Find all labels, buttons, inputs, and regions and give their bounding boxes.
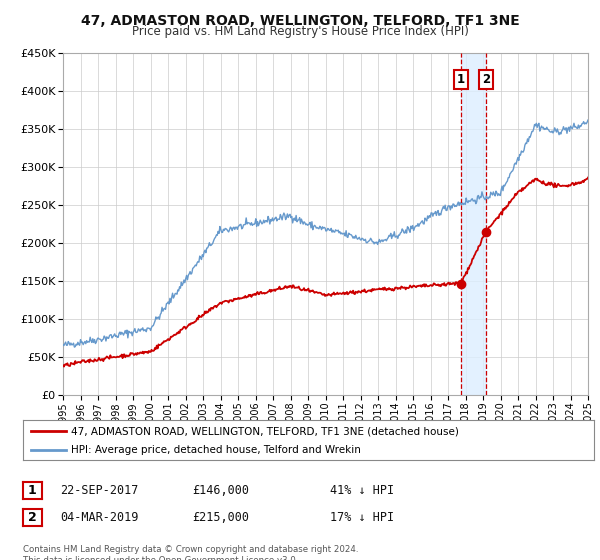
Text: 41% ↓ HPI: 41% ↓ HPI [330, 484, 394, 497]
Text: 1: 1 [457, 73, 465, 86]
Text: Contains HM Land Registry data © Crown copyright and database right 2024.
This d: Contains HM Land Registry data © Crown c… [23, 545, 358, 560]
Bar [461, 53, 486, 395]
Text: 2: 2 [28, 511, 37, 524]
Text: 1: 1 [28, 484, 37, 497]
Text: 47, ADMASTON ROAD, WELLINGTON, TELFORD, TF1 3NE: 47, ADMASTON ROAD, WELLINGTON, TELFORD, … [80, 14, 520, 28]
Text: 47, ADMASTON ROAD, WELLINGTON, TELFORD, TF1 3NE (detached house): 47, ADMASTON ROAD, WELLINGTON, TELFORD, … [71, 426, 459, 436]
Text: 04-MAR-2019: 04-MAR-2019 [60, 511, 139, 524]
Text: 17% ↓ HPI: 17% ↓ HPI [330, 511, 394, 524]
Text: 22-SEP-2017: 22-SEP-2017 [60, 484, 139, 497]
Text: Price paid vs. HM Land Registry's House Price Index (HPI): Price paid vs. HM Land Registry's House … [131, 25, 469, 38]
Text: 2: 2 [482, 73, 490, 86]
Text: £215,000: £215,000 [192, 511, 249, 524]
Text: HPI: Average price, detached house, Telford and Wrekin: HPI: Average price, detached house, Telf… [71, 445, 361, 455]
Text: £146,000: £146,000 [192, 484, 249, 497]
